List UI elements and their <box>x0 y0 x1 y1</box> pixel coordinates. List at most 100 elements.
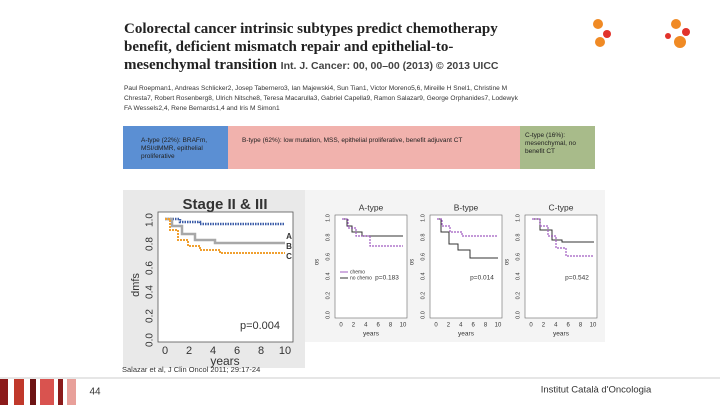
y-tick-label: 0.0 <box>325 311 331 319</box>
km-curve-b <box>165 217 285 245</box>
paper-title: Colorectal cancer intrinsic subtypes pre… <box>124 21 498 73</box>
y-axis-label: os <box>505 259 511 265</box>
y-tick-label: 0.8 <box>420 234 426 242</box>
y-tick-label: 0.2 <box>145 309 156 323</box>
authors: Paul Roepman1, Andreas Schlicker2, Josep… <box>124 85 518 112</box>
x-axis-label: years <box>458 331 475 338</box>
x-axis-label: years <box>210 354 239 368</box>
p-value: p=0.014 <box>470 275 494 282</box>
y-tick-label: 0.6 <box>420 253 426 261</box>
legend-entry: no chemo <box>350 275 372 281</box>
p-value: p=0.004 <box>240 320 280 332</box>
authors-box: Paul Roepman1, Andreas Schlicker2, Josep… <box>124 85 518 112</box>
km-curve-no-chemo <box>437 218 498 259</box>
x-tick-label: 10 <box>590 323 597 329</box>
x-axis-label: years <box>553 331 570 338</box>
x-tick-label: 6 <box>377 323 381 329</box>
legend-entry: B <box>286 242 292 251</box>
x-tick-label: 2 <box>542 323 546 329</box>
subtype-a: A-type (22%): BRAFm, MSI/dMMR, epithelia… <box>141 137 208 160</box>
x-tick-label: 10 <box>495 323 502 329</box>
y-axis-label: dmfs <box>130 273 142 297</box>
y-tick-label: 1.0 <box>145 213 156 227</box>
y-tick-label: 1.0 <box>515 214 521 222</box>
y-tick-label: 0.8 <box>145 237 156 251</box>
x-tick-label: 4 <box>554 323 558 329</box>
x-tick-label: 8 <box>484 323 488 329</box>
x-tick-label: 2 <box>186 345 192 357</box>
y-tick-label: 0.4 <box>515 272 521 280</box>
subtype-label: C-type (16%): mesenchymal, no benefit CT <box>525 132 576 155</box>
y-tick-label: 0.0 <box>145 333 156 347</box>
km-curve-chemo <box>342 218 403 247</box>
legend-entry: chemo <box>350 269 365 275</box>
x-tick-label: 10 <box>279 345 291 357</box>
stage-plot-title: Stage II & III <box>182 196 267 213</box>
y-tick-label: 0.0 <box>420 311 426 319</box>
subtype-box-a <box>123 126 228 169</box>
x-tick-label: 4 <box>210 345 216 357</box>
y-tick-label: 0.8 <box>325 234 331 242</box>
subtype-label: B-type (62%): low mutation, MSS, epithel… <box>242 137 463 144</box>
logo <box>593 19 690 48</box>
panel-title: B-type <box>454 202 479 212</box>
x-tick-label: 8 <box>579 323 583 329</box>
footer-stripes <box>0 379 76 405</box>
y-tick-label: 0.2 <box>325 292 331 300</box>
x-tick-label: 0 <box>339 323 343 329</box>
page-number: 44 <box>89 387 101 398</box>
subtype-b: B-type (62%): low mutation, MSS, epithel… <box>242 137 463 144</box>
km-curve-chemo <box>437 218 498 237</box>
subtype-box-c <box>520 126 595 169</box>
panel-title: C-type <box>548 202 573 212</box>
x-tick-label: 6 <box>567 323 571 329</box>
km-curve-a <box>165 217 285 226</box>
y-tick-label: 0.2 <box>515 292 521 300</box>
citation: Int. J. Cancer: 00, 00–00 (2013) © 2013 … <box>280 60 499 72</box>
x-tick-label: 6 <box>472 323 476 329</box>
x-tick-label: 8 <box>389 323 393 329</box>
y-tick-label: 1.0 <box>325 214 331 222</box>
footer <box>0 378 720 405</box>
legend-entry: A <box>286 232 292 241</box>
p-value: p=0.542 <box>565 275 589 282</box>
plot-frame <box>524 214 598 319</box>
y-tick-label: 1.0 <box>420 214 426 222</box>
institution: Institut Català d'Oncologia <box>541 385 652 396</box>
source: Salazar et al, J Clin Oncol 2011; 29:17-… <box>122 365 260 374</box>
x-tick-label: 10 <box>400 323 407 329</box>
y-tick-label: 0.6 <box>515 253 521 261</box>
x-tick-label: 4 <box>364 323 368 329</box>
x-tick-label: 2 <box>352 323 356 329</box>
km-curve-c <box>165 218 285 254</box>
subtype-label: A-type (22%): BRAFm, MSI/dMMR, epithelia… <box>141 137 208 160</box>
panel-title: A-type <box>359 202 384 212</box>
paper-title-box: Colorectal cancer intrinsic subtypes pre… <box>124 21 499 73</box>
km-curve-chemo <box>532 218 594 257</box>
stage-plot-frame <box>157 211 294 343</box>
x-tick-label: 2 <box>447 323 451 329</box>
y-tick-label: 0.2 <box>420 292 426 300</box>
x-tick-label: 6 <box>234 345 240 357</box>
x-tick-label: 0 <box>434 323 438 329</box>
y-tick-label: 0.8 <box>515 234 521 242</box>
subtype-c: C-type (16%): mesenchymal, no benefit CT <box>525 132 576 155</box>
y-tick-label: 0.4 <box>420 272 426 280</box>
km-curve-no-chemo <box>342 218 403 237</box>
p-value: p=0.183 <box>375 275 399 282</box>
y-tick-label: 0.0 <box>515 311 521 319</box>
x-axis-label: years <box>363 331 380 338</box>
legend-entry: C <box>286 252 292 261</box>
y-axis-label: os <box>315 259 321 265</box>
y-tick-label: 0.6 <box>325 253 331 261</box>
x-tick-label: 8 <box>258 345 264 357</box>
y-tick-label: 0.4 <box>145 285 156 299</box>
x-tick-label: 0 <box>162 345 168 357</box>
y-tick-label: 0.4 <box>325 272 331 280</box>
y-axis-label: os <box>410 259 416 265</box>
plot-frame <box>334 214 408 319</box>
y-tick-label: 0.6 <box>145 261 156 275</box>
x-tick-label: 4 <box>459 323 463 329</box>
subtype-box-b <box>228 126 520 169</box>
